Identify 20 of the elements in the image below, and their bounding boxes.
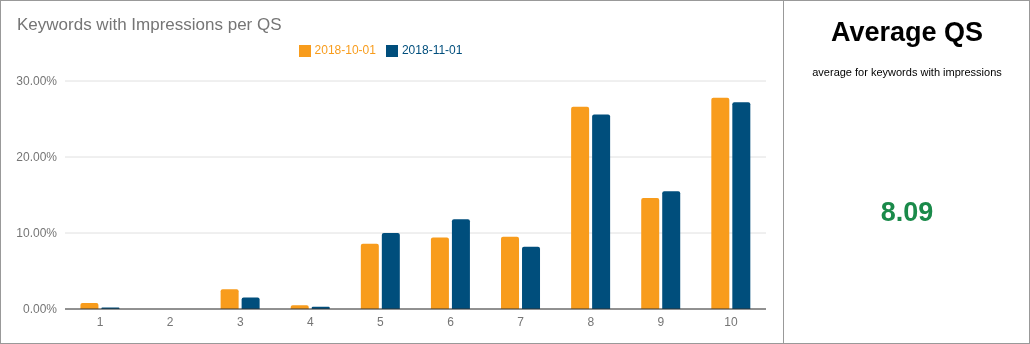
x-tick-label: 8 (587, 314, 595, 329)
y-tick-label: 30.00% (16, 74, 58, 89)
legend-label: 2018-10-01 (314, 43, 376, 57)
y-tick-label: 0.00% (22, 302, 58, 317)
x-tick-label: 9 (657, 314, 665, 329)
y-tick-label: 10.00% (16, 226, 58, 241)
x-tick-label: 10 (724, 314, 738, 329)
legend-label: 2018-11-01 (401, 43, 463, 57)
x-tick-label: 5 (377, 314, 385, 329)
data-label: 8.09 (879, 197, 935, 228)
x-tick-label: 2 (166, 314, 174, 329)
x-tick-label: 7 (517, 314, 525, 329)
text: average for keywords with impressions (811, 66, 1003, 78)
chart-title: Keywords with Impressions per QS (17, 15, 282, 35)
x-tick-label: 3 (236, 314, 244, 329)
y-tick-label: 20.00% (16, 150, 58, 165)
text: Average QS (829, 17, 985, 48)
x-tick-label: 6 (447, 314, 455, 329)
x-tick-label: 1 (96, 314, 104, 329)
x-tick-label: 4 (307, 314, 315, 329)
